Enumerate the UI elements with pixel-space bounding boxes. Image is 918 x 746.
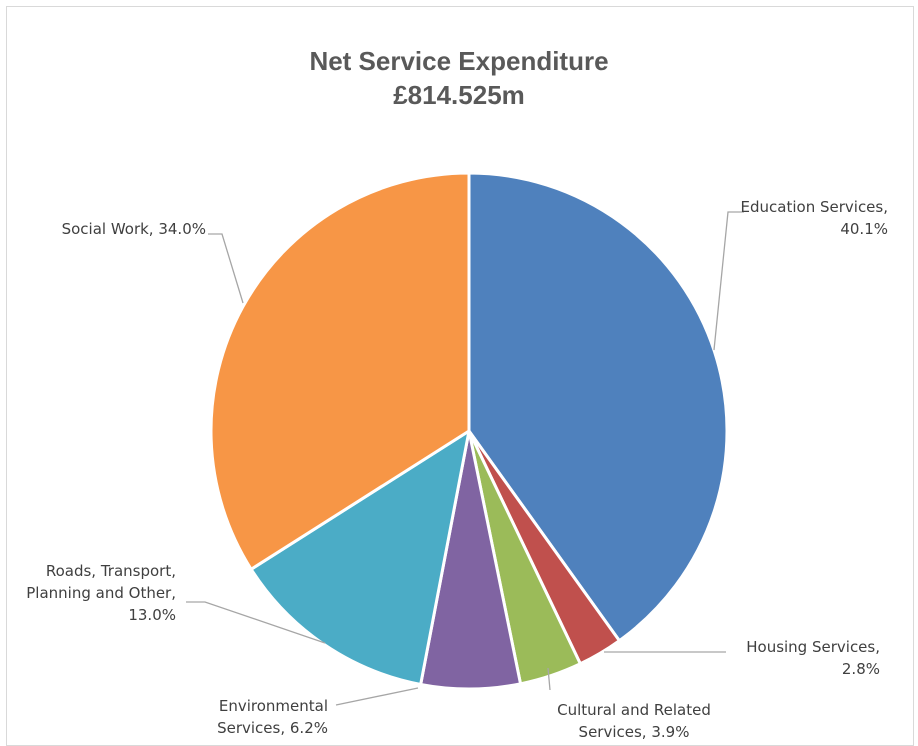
data-label-line: 40.1% [840, 220, 888, 238]
data-label-line: Social Work, 34.0% [62, 220, 206, 238]
chart-title: Net Service Expenditure [309, 46, 609, 76]
data-label-housing-services: Housing Services, 2.8% [746, 638, 880, 678]
data-label-line: Cultural and Related [557, 701, 711, 719]
data-label-environmental-services: Environmental Services, 6.2% [217, 697, 328, 737]
leader-line-environmental-services [335, 687, 419, 706]
data-label-line: 2.8% [842, 660, 880, 678]
data-label-cultural-and-related-services: Cultural and Related Services, 3.9% [557, 701, 711, 741]
pie-slice-education-services [467, 171, 729, 643]
data-label-line: Education Services, [741, 198, 888, 216]
data-label-line: Planning and Other, [26, 584, 176, 602]
data-label-roads-transport-planning-and-other: Roads, Transport, Planning and Other, 13.0… [26, 562, 176, 624]
data-label-line: Environmental [219, 697, 328, 715]
data-label-line: Roads, Transport, [46, 562, 176, 580]
data-label-line: Services, 3.9% [579, 723, 690, 741]
data-label-education-services: Education Services, 40.1% [741, 198, 888, 238]
data-label-line: Services, 6.2% [217, 719, 328, 737]
leader-line-roads-transport-planning-and-other [186, 601, 326, 644]
leader-line-social-work [208, 233, 244, 304]
leader-line-cultural-and-related-services [547, 667, 551, 691]
pie-slice-roads-transport-planning-and-other [249, 429, 471, 686]
chart-title-block: Net Service Expenditure £814.525m [0, 44, 918, 112]
data-label-line: 13.0% [128, 606, 176, 624]
pie-slice-social-work [209, 171, 471, 571]
chart-subtitle: £814.525m [393, 80, 525, 110]
data-label-social-work: Social Work, 34.0% [62, 220, 206, 238]
leader-line-education-services [713, 211, 744, 351]
data-label-line: Housing Services, [746, 638, 880, 656]
